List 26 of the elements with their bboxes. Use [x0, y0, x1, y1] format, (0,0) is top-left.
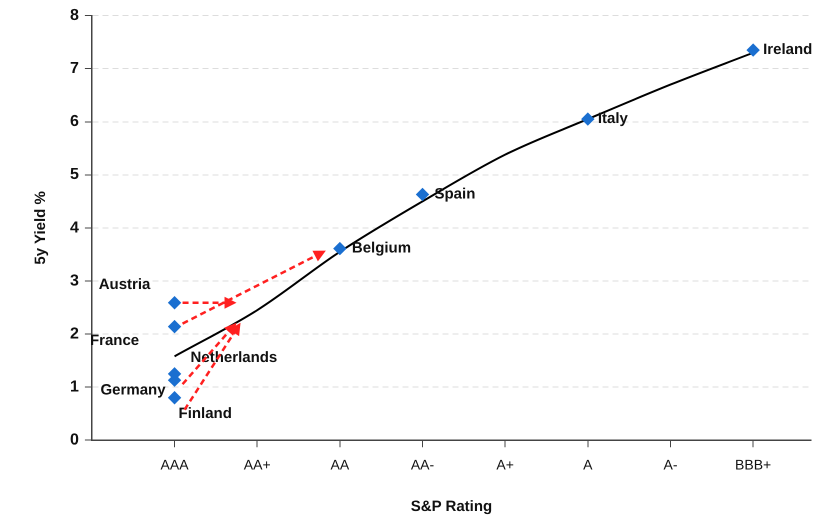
annotation: Belgium	[352, 240, 412, 257]
annotation: Germany	[100, 381, 166, 398]
y-tick-label: 2	[70, 325, 79, 342]
x-axis-title: S&P Rating	[410, 498, 492, 516]
x-tick-label: A	[583, 456, 594, 472]
y-tick-label: 7	[70, 60, 79, 78]
x-tick-label: A+	[496, 456, 514, 472]
annotation: Italy	[598, 110, 629, 128]
annotation: Ireland	[763, 41, 812, 58]
y-tick-label: 8	[70, 7, 79, 24]
y-tick-label: 4	[70, 219, 79, 236]
y-axis-title: 5y Yield %	[32, 191, 50, 265]
x-tick-label: BBB+	[735, 456, 772, 472]
annotation: Austria	[98, 276, 152, 293]
x-tick-label: AA	[330, 456, 350, 472]
x-tick-label: AAA	[160, 456, 190, 472]
annotation: Spain	[434, 186, 476, 203]
x-tick-label: AA-	[410, 456, 435, 472]
x-tick-label: A-	[663, 456, 678, 472]
y-tick-label: 5	[70, 166, 79, 184]
y-tick-label: 0	[70, 432, 79, 449]
x-tick-label: AA+	[244, 456, 271, 472]
annotation: Finland	[178, 404, 232, 422]
y-tick-label: 3	[70, 272, 79, 290]
y-tick-label: 1	[70, 378, 79, 396]
y-tick-label: 6	[70, 113, 79, 130]
